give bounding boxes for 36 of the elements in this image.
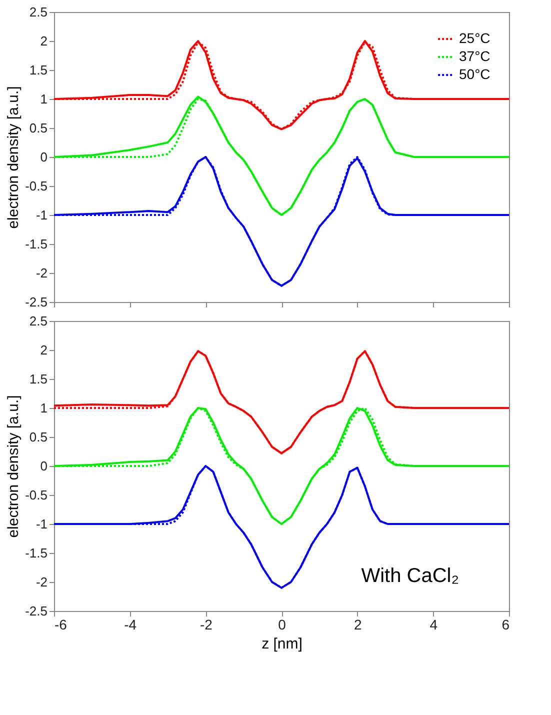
y-tick-label: -0.5 — [25, 178, 48, 194]
x-tick-label: 6 — [502, 616, 510, 632]
y-axis-title: electron density [a.u.] — [5, 395, 22, 538]
y-tick-label: 1 — [40, 400, 48, 416]
legend-label: 37°C — [459, 48, 490, 64]
legend-label: 50°C — [459, 66, 490, 82]
x-tick-label: -6 — [54, 616, 68, 632]
y-tick-label: -2.5 — [25, 294, 48, 310]
x-tick-label: -4 — [124, 616, 137, 632]
y-tick-label: 2 — [40, 34, 48, 48]
y-tick-label: -1.5 — [25, 236, 48, 252]
y-tick-label: 0 — [40, 458, 48, 474]
x-tick-label: 2 — [354, 616, 362, 632]
y-tick-label: -1 — [36, 516, 48, 532]
y-tick-label: 2 — [40, 342, 48, 358]
y-tick-label: -1.5 — [25, 546, 48, 560]
y-tick-label: -2 — [36, 266, 48, 280]
y-tick-label: -2.5 — [25, 604, 48, 618]
legend-label: 25°C — [459, 30, 490, 46]
y-axis-title: electron density [a.u.] — [5, 86, 22, 229]
x-tick-label: 4 — [430, 616, 438, 632]
y-tick-label: 1.5 — [29, 372, 48, 386]
y-tick-label: -2 — [36, 574, 48, 590]
y-tick-label: 2.5 — [29, 314, 48, 328]
x-tick-label: 0 — [278, 616, 286, 632]
x-tick-label: -2 — [200, 616, 213, 632]
y-tick-label: 0 — [40, 150, 48, 164]
y-tick-label: 1.5 — [29, 62, 48, 78]
y-tick-label: 0.5 — [29, 430, 48, 444]
y-tick-label: -1 — [36, 208, 48, 222]
y-tick-label: 1 — [40, 92, 48, 106]
annotation: With CaCl₂ — [361, 565, 459, 587]
x-axis-title: z [nm] — [262, 636, 302, 652]
y-tick-label: 0.5 — [29, 120, 48, 136]
y-tick-label: -0.5 — [25, 488, 48, 502]
y-tick-label: 2.5 — [29, 4, 48, 20]
